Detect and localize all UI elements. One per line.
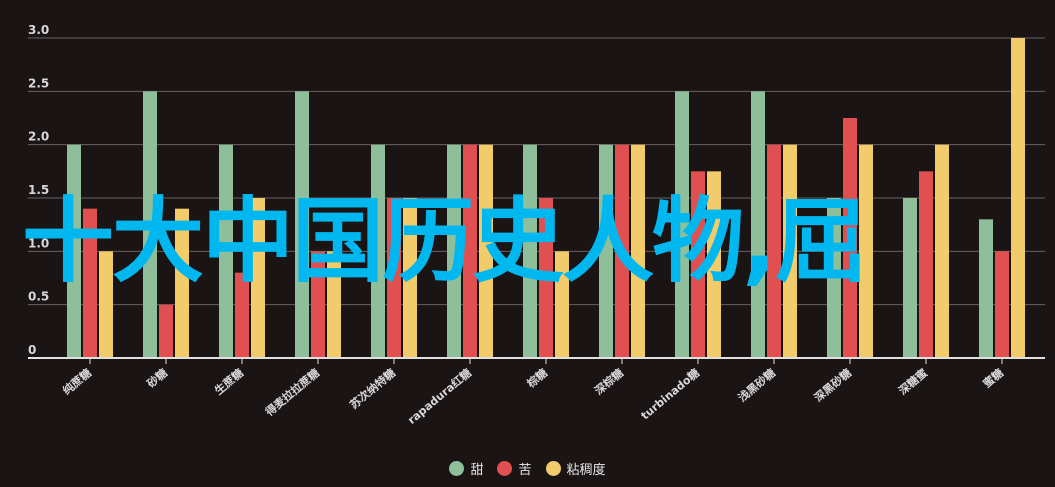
x-tick-label: 苏次纳特糖 [347, 366, 398, 412]
bar-sticky[interactable] [251, 198, 265, 358]
overlay-watermark-text: 十大中国历史人物,屈 [22, 188, 867, 295]
bar-sticky[interactable] [99, 251, 113, 358]
legend-swatch-sticky [545, 461, 561, 476]
bar-sticky[interactable] [859, 144, 873, 358]
bar-sticky[interactable] [783, 144, 797, 358]
bar-sweet[interactable] [523, 144, 537, 358]
bar-sweet[interactable] [827, 198, 841, 358]
y-axis-ticks: 0 0.5 1.0 1.5 2.0 2.5 3.0 [28, 23, 49, 357]
legend-item-bitter[interactable]: 苦 [497, 459, 532, 478]
bar-sweet[interactable] [903, 198, 917, 358]
bar-sweet[interactable] [295, 91, 309, 358]
bar-bitter[interactable] [995, 251, 1009, 358]
x-tick-label: turbinado糖 [638, 366, 702, 423]
bars [67, 38, 1025, 358]
x-tick-label: 棕糖 [523, 366, 550, 392]
x-tick-label: rapadura红糖 [405, 366, 474, 427]
bar-bitter[interactable] [387, 198, 401, 358]
bar-bitter[interactable] [159, 304, 173, 358]
x-tick-label: 生蔗糖 [212, 366, 246, 398]
y-tick-label: 1.5 [28, 183, 49, 197]
legend-swatch-bitter [497, 461, 513, 476]
y-tick-label: 2.5 [28, 76, 49, 90]
bar-sweet[interactable] [447, 144, 461, 358]
bar-bitter[interactable] [311, 251, 325, 358]
bar-bitter[interactable] [919, 171, 933, 358]
bar-sticky[interactable] [479, 144, 493, 358]
bar-sweet[interactable] [67, 144, 81, 358]
legend-swatch-sweet [449, 461, 465, 476]
legend-label-sweet: 甜 [470, 463, 484, 478]
bar-bitter[interactable] [691, 171, 705, 358]
bar-bitter[interactable] [539, 198, 553, 358]
legend-label-bitter: 苦 [518, 463, 532, 478]
bar-sweet[interactable] [599, 144, 613, 358]
legend-label-sticky: 粘稠度 [566, 463, 606, 478]
y-tick-label: 1.0 [28, 236, 49, 250]
bar-bitter[interactable] [83, 208, 97, 358]
bar-sweet[interactable] [219, 144, 233, 358]
bar-sticky[interactable] [327, 251, 341, 358]
y-tick-label: 2.0 [28, 130, 49, 144]
bar-sticky[interactable] [555, 251, 569, 358]
bar-bitter[interactable] [235, 272, 249, 358]
bar-bitter[interactable] [843, 118, 857, 358]
bar-sweet[interactable] [371, 144, 385, 358]
bar-sticky[interactable] [1011, 38, 1025, 358]
bar-bitter[interactable] [463, 144, 477, 358]
bar-bitter[interactable] [615, 144, 629, 358]
bar-sticky[interactable] [175, 208, 189, 358]
x-tick-label: 深糖蜜 [896, 366, 930, 398]
bar-sweet[interactable] [675, 91, 689, 358]
x-tick-label: 浅黑砂糖 [735, 366, 778, 405]
y-tick-label: 0.5 [28, 290, 49, 304]
bar-sticky[interactable] [707, 171, 721, 358]
bar-sticky[interactable] [935, 144, 949, 358]
x-tick-label: 砂糖 [144, 366, 170, 391]
bar-bitter[interactable] [767, 144, 781, 358]
bar-sticky[interactable] [631, 144, 645, 358]
legend: 甜 苦 粘稠度 [0, 459, 1055, 478]
x-axis [28, 357, 1045, 364]
x-tick-label: 得麦拉拉蔗糖 [262, 366, 322, 420]
y-tick-label: 0 [28, 343, 36, 357]
bar-sweet[interactable] [143, 91, 157, 358]
x-tick-label: 深黑砂糖 [811, 366, 854, 405]
x-tick-label: 深棕糖 [592, 366, 626, 398]
x-tick-label: 蜜糖 [980, 366, 1006, 391]
x-axis-ticks: 纯蔗糖 砂糖 生蔗糖 得麦拉拉蔗糖 苏次纳特糖 rapadura红糖 棕糖 深棕糖 turbin… [60, 366, 1006, 427]
legend-item-sticky[interactable]: 粘稠度 [545, 459, 606, 478]
bar-sticky[interactable] [403, 198, 417, 358]
legend-item-sweet[interactable]: 甜 [449, 459, 483, 478]
bar-sweet[interactable] [751, 91, 765, 358]
y-tick-label: 3.0 [28, 23, 49, 37]
bar-sweet[interactable] [979, 219, 993, 358]
x-tick-label: 纯蔗糖 [60, 366, 94, 398]
